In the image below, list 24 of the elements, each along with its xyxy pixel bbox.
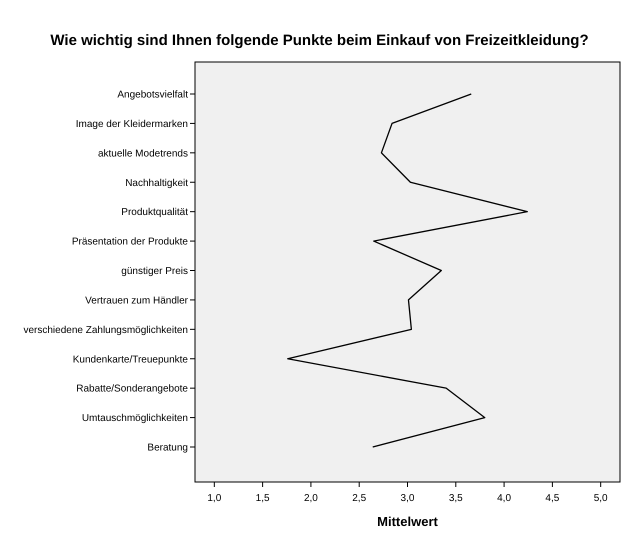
y-tick-label: Image der Kleidermarken	[76, 118, 188, 130]
chart-title: Wie wichtig sind Ihnen folgende Punkte beim Einkauf von Freizeitkleidung?	[50, 32, 589, 49]
y-tick-label: Rabatte/Sonderangebote	[76, 384, 188, 395]
y-tick-label: Umtauschmöglichkeiten	[82, 413, 188, 424]
y-tick-label: Angebotsvielfalt	[117, 90, 188, 100]
y-tick-label: verschiedene Zahlungsmöglichkeiten	[23, 324, 188, 336]
y-tick-label: aktuelle Modetrends	[98, 148, 188, 160]
x-tick-label: 3,0	[400, 493, 415, 504]
x-tick-label: 3,5	[448, 493, 464, 504]
y-tick-label: Kundenkarte/Treuepunkte	[72, 354, 188, 366]
x-tick-label: 1,5	[256, 493, 270, 504]
x-axis-title: Mittelwert	[377, 514, 439, 529]
x-tick-label: 1,0	[207, 493, 222, 504]
x-tick-label: 2,0	[304, 493, 318, 504]
y-tick-label: Produktqualität	[121, 207, 188, 218]
x-tick-label: 4,5	[545, 493, 560, 504]
y-tick-label: Vertrauen zum Händler	[85, 295, 189, 306]
y-tick-label: Beratung	[147, 442, 188, 454]
y-tick-label: Nachhaltigkeit	[125, 178, 188, 189]
x-tick-label: 5,0	[594, 493, 608, 504]
y-tick-label: Präsentation der Produkte	[72, 236, 188, 248]
x-tick-label: 4,0	[497, 493, 512, 504]
x-tick-label: 2,5	[352, 493, 367, 504]
y-tick-label: günstiger Preis	[121, 266, 188, 277]
